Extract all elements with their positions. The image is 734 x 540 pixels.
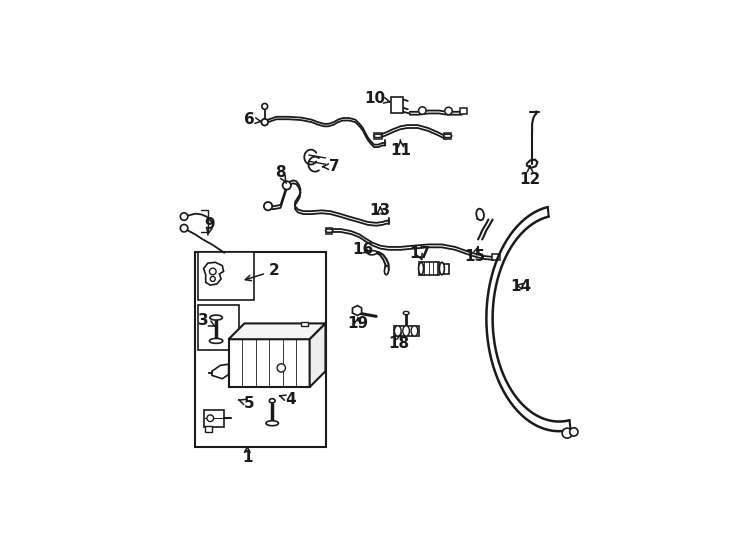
- Text: 9: 9: [205, 218, 215, 235]
- Text: 7: 7: [323, 159, 340, 174]
- Text: 18: 18: [388, 333, 409, 351]
- Text: 15: 15: [465, 246, 486, 265]
- Circle shape: [562, 428, 573, 438]
- Text: 5: 5: [239, 396, 255, 411]
- Ellipse shape: [209, 339, 222, 343]
- Bar: [195, 252, 327, 447]
- Text: 16: 16: [352, 242, 374, 258]
- Bar: [393, 326, 418, 336]
- Circle shape: [283, 181, 291, 190]
- Circle shape: [181, 225, 188, 232]
- Ellipse shape: [394, 326, 401, 336]
- Ellipse shape: [440, 262, 444, 275]
- Bar: [374, 133, 382, 139]
- Polygon shape: [310, 323, 325, 387]
- Text: 6: 6: [244, 112, 261, 127]
- Ellipse shape: [403, 312, 409, 315]
- Bar: [198, 252, 255, 300]
- Text: 10: 10: [365, 91, 390, 105]
- Circle shape: [264, 202, 272, 211]
- Bar: [302, 322, 308, 326]
- Circle shape: [207, 415, 214, 422]
- Circle shape: [277, 364, 286, 372]
- Text: 11: 11: [390, 140, 412, 158]
- Bar: [442, 264, 449, 274]
- Circle shape: [262, 104, 268, 109]
- Text: 14: 14: [510, 279, 531, 294]
- Ellipse shape: [385, 266, 389, 275]
- Text: 17: 17: [409, 246, 430, 261]
- Ellipse shape: [368, 251, 377, 255]
- Circle shape: [570, 428, 578, 436]
- Polygon shape: [203, 262, 224, 285]
- Ellipse shape: [403, 326, 410, 336]
- Ellipse shape: [325, 229, 333, 232]
- Text: 19: 19: [347, 316, 368, 331]
- Ellipse shape: [476, 209, 484, 220]
- Ellipse shape: [411, 326, 418, 336]
- Bar: [459, 109, 468, 114]
- Text: 2: 2: [245, 263, 280, 281]
- Text: 3: 3: [198, 313, 215, 328]
- Text: 12: 12: [520, 166, 541, 187]
- Circle shape: [445, 107, 452, 114]
- Text: 8: 8: [275, 165, 286, 183]
- Bar: [418, 262, 440, 275]
- Circle shape: [418, 107, 426, 114]
- Text: 1: 1: [242, 447, 252, 465]
- Bar: [327, 228, 332, 234]
- Bar: [228, 339, 310, 387]
- Bar: [203, 410, 224, 427]
- Circle shape: [181, 213, 188, 220]
- Circle shape: [210, 276, 215, 281]
- Bar: [492, 254, 500, 260]
- Text: 13: 13: [370, 203, 391, 218]
- Bar: [391, 97, 403, 113]
- Text: 4: 4: [280, 392, 297, 407]
- Bar: [198, 305, 239, 349]
- Ellipse shape: [443, 134, 452, 138]
- Polygon shape: [352, 306, 362, 315]
- Ellipse shape: [269, 399, 275, 403]
- Polygon shape: [228, 323, 325, 339]
- Polygon shape: [212, 364, 228, 379]
- Bar: [206, 426, 212, 433]
- Ellipse shape: [266, 421, 278, 426]
- Ellipse shape: [374, 134, 382, 138]
- Circle shape: [261, 119, 268, 125]
- Circle shape: [209, 268, 216, 275]
- Ellipse shape: [210, 315, 222, 320]
- Ellipse shape: [418, 262, 424, 275]
- Bar: [444, 133, 451, 139]
